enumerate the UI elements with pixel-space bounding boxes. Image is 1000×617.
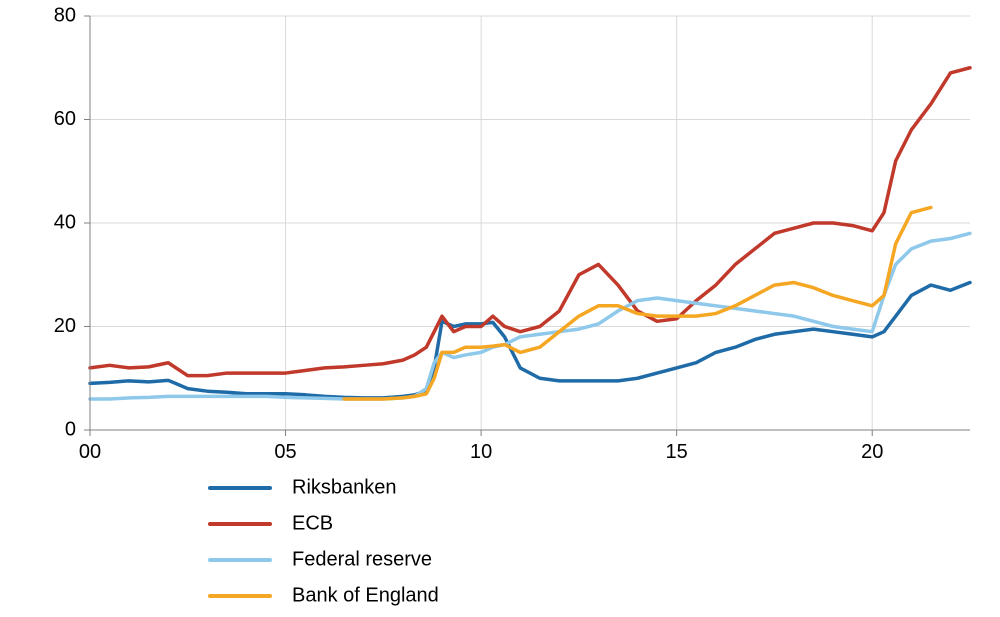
y-tick-label: 60 xyxy=(54,108,76,130)
central-bank-chart: 0 20 40 60 80 00 05 10 15 20 Riksbanken ECB Federal … xyxy=(0,0,1000,617)
x-tick-label: 10 xyxy=(470,441,492,463)
x-tick-label: 20 xyxy=(861,441,883,463)
x-tick-label: 05 xyxy=(274,441,296,463)
y-tick-label: 40 xyxy=(54,211,76,233)
chart-svg: 0 20 40 60 80 00 05 10 15 20 Riksbanken ECB Federal … xyxy=(0,0,1000,617)
y-tick-label: 0 xyxy=(65,418,76,440)
y-tick-label: 20 xyxy=(54,315,76,337)
chart-background xyxy=(0,0,1000,617)
x-tick-label: 15 xyxy=(666,441,688,463)
x-tick-label: 00 xyxy=(79,441,101,463)
legend-label: Federal reserve xyxy=(292,548,432,570)
legend-label: Bank of England xyxy=(292,584,439,606)
legend-label: ECB xyxy=(292,512,333,534)
y-tick-label: 80 xyxy=(54,4,76,26)
legend-label: Riksbanken xyxy=(292,476,397,498)
